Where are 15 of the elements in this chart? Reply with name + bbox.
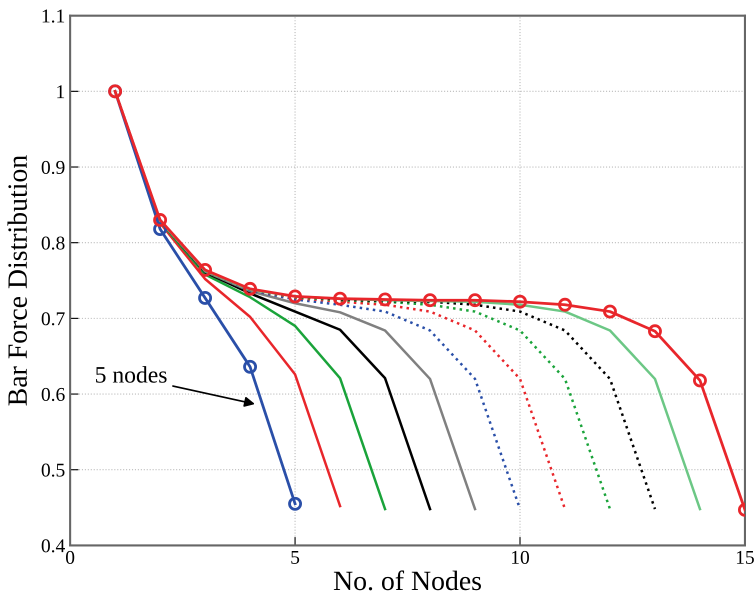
y-tick-label: 0.6 xyxy=(42,388,65,402)
x-tick-label: 0 xyxy=(66,550,74,564)
y-tick-label: 0.5 xyxy=(42,464,64,477)
x-tick-label: 15 xyxy=(736,550,754,564)
y-tick-label: 0.7 xyxy=(42,312,65,326)
x-tick-label: 10 xyxy=(512,550,529,564)
y-tick-label: 0.4 xyxy=(42,539,65,552)
y-tick-label: 0.9 xyxy=(42,160,64,174)
y-tick-label: 0.8 xyxy=(42,236,65,250)
y-tick-label: 1.1 xyxy=(42,10,64,23)
x-axis-title: No. of Nodes xyxy=(334,570,481,590)
y-tick-label: 1 xyxy=(57,85,64,98)
annotation: 5 nodes xyxy=(96,366,167,383)
y-axis-title: Bar Force Distribution xyxy=(7,155,27,406)
x-tick-label: 5 xyxy=(291,551,300,564)
